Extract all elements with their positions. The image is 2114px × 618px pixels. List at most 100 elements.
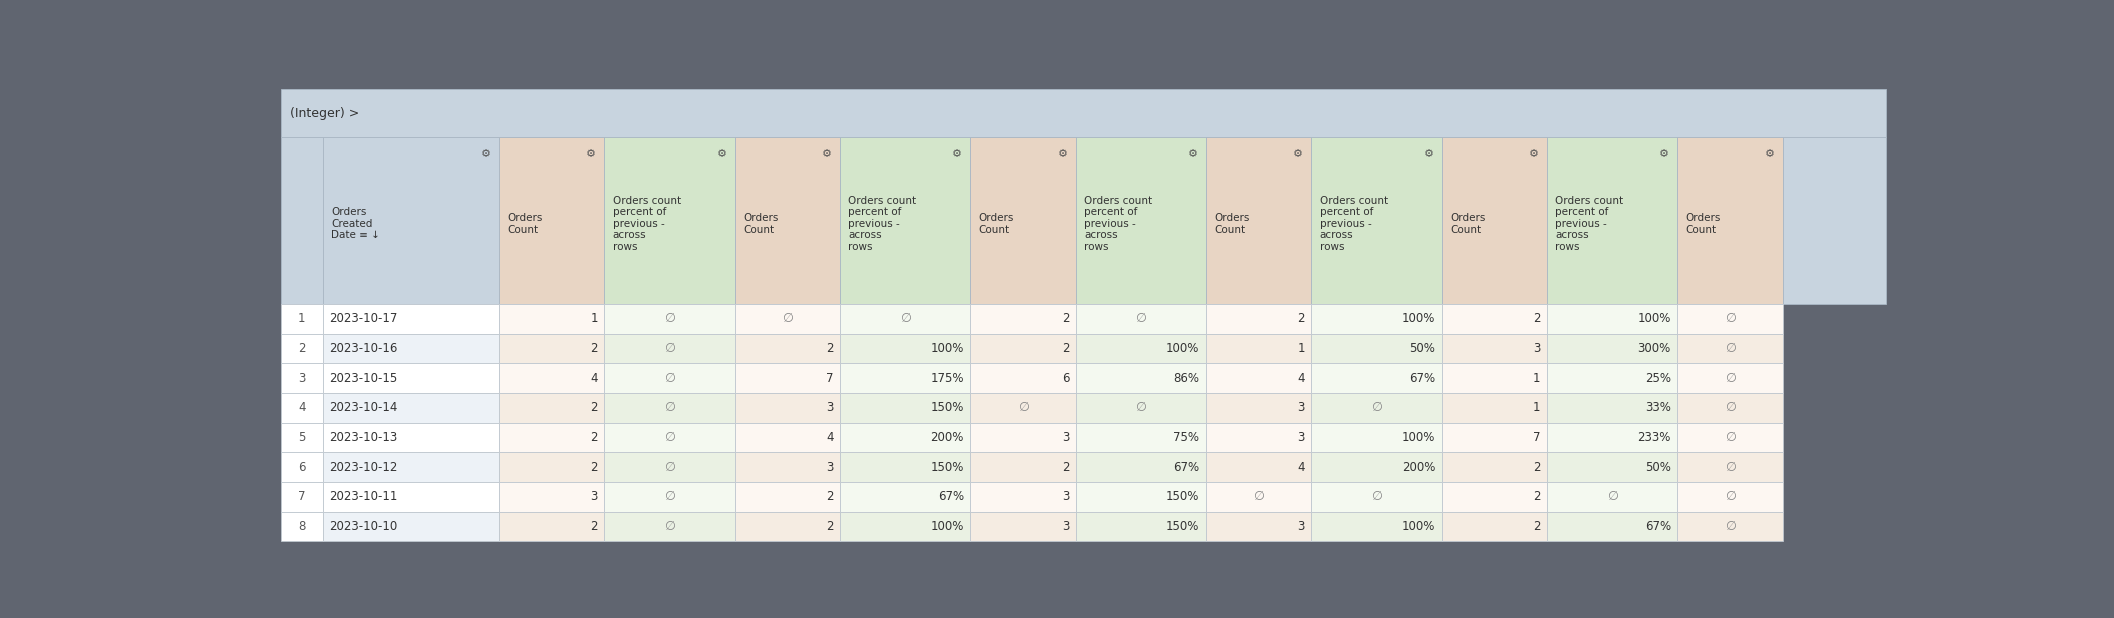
- Bar: [1207, 363, 1311, 393]
- Text: 100%: 100%: [1167, 342, 1199, 355]
- Bar: [736, 363, 839, 393]
- Bar: [281, 482, 323, 512]
- Text: ⚙: ⚙: [1188, 149, 1199, 159]
- Bar: [1311, 423, 1442, 452]
- Text: Orders
Count: Orders Count: [507, 213, 543, 235]
- Text: 7: 7: [827, 372, 833, 385]
- Bar: [839, 137, 970, 304]
- Bar: [839, 334, 970, 363]
- Bar: [281, 393, 323, 423]
- Bar: [1311, 393, 1442, 423]
- Text: ∅: ∅: [782, 313, 793, 326]
- Text: 2: 2: [590, 342, 598, 355]
- Bar: [1442, 423, 1547, 452]
- Text: ∅: ∅: [1725, 372, 1736, 385]
- Text: 2: 2: [298, 342, 304, 355]
- Text: ∅: ∅: [664, 431, 674, 444]
- Bar: [281, 452, 323, 482]
- Text: 7: 7: [298, 491, 304, 504]
- Text: 2: 2: [1533, 520, 1541, 533]
- Text: 2: 2: [1533, 461, 1541, 474]
- Bar: [281, 363, 323, 393]
- Bar: [970, 393, 1076, 423]
- Bar: [605, 452, 736, 482]
- Bar: [605, 512, 736, 541]
- Bar: [1547, 334, 1676, 363]
- Text: 5: 5: [298, 431, 304, 444]
- Bar: [1076, 482, 1207, 512]
- Bar: [1676, 452, 1782, 482]
- Bar: [499, 304, 605, 334]
- Bar: [1547, 363, 1676, 393]
- Bar: [839, 304, 970, 334]
- Text: ∅: ∅: [1372, 491, 1383, 504]
- Text: 150%: 150%: [930, 402, 964, 415]
- Text: ∅: ∅: [1725, 402, 1736, 415]
- Bar: [499, 423, 605, 452]
- Text: ∅: ∅: [664, 461, 674, 474]
- Bar: [1676, 363, 1782, 393]
- Bar: [281, 423, 323, 452]
- Text: ∅: ∅: [1725, 313, 1736, 326]
- Text: 1: 1: [1533, 372, 1541, 385]
- Bar: [1676, 512, 1782, 541]
- Text: 2: 2: [1061, 342, 1070, 355]
- Text: 4: 4: [1298, 461, 1304, 474]
- Text: 2023-10-14: 2023-10-14: [330, 402, 397, 415]
- Text: Orders
Count: Orders Count: [1213, 213, 1249, 235]
- Text: 233%: 233%: [1638, 431, 1670, 444]
- Text: ∅: ∅: [1725, 491, 1736, 504]
- Bar: [605, 423, 736, 452]
- Bar: [605, 482, 736, 512]
- Text: 6: 6: [298, 461, 304, 474]
- Text: 67%: 67%: [1410, 372, 1435, 385]
- Text: 1: 1: [1298, 342, 1304, 355]
- Text: 3: 3: [1298, 431, 1304, 444]
- Text: ∅: ∅: [1017, 402, 1030, 415]
- Text: Orders count
percent of
previous -
across
rows: Orders count percent of previous - acros…: [1084, 196, 1152, 252]
- Bar: [323, 423, 499, 452]
- Bar: [1782, 137, 1886, 304]
- Bar: [970, 304, 1076, 334]
- Text: 3: 3: [827, 461, 833, 474]
- Bar: [1207, 393, 1311, 423]
- Text: 100%: 100%: [930, 520, 964, 533]
- Bar: [605, 363, 736, 393]
- Text: ⚙: ⚙: [822, 149, 833, 159]
- Text: 6: 6: [1061, 372, 1070, 385]
- Bar: [605, 334, 736, 363]
- Text: 4: 4: [298, 402, 304, 415]
- Text: 150%: 150%: [1167, 491, 1199, 504]
- Text: ∅: ∅: [1725, 461, 1736, 474]
- Text: 25%: 25%: [1645, 372, 1670, 385]
- Text: ∅: ∅: [664, 520, 674, 533]
- Bar: [605, 304, 736, 334]
- Bar: [499, 137, 605, 304]
- Bar: [1207, 452, 1311, 482]
- Bar: [736, 482, 839, 512]
- Text: Orders count
percent of
previous -
across
rows: Orders count percent of previous - acros…: [848, 196, 915, 252]
- Text: 2: 2: [1533, 491, 1541, 504]
- Text: ⚙: ⚙: [717, 149, 727, 159]
- Bar: [1207, 334, 1311, 363]
- Text: 3: 3: [1061, 520, 1070, 533]
- Text: ∅: ∅: [664, 491, 674, 504]
- Text: 3: 3: [590, 491, 598, 504]
- Text: 100%: 100%: [1638, 313, 1670, 326]
- Bar: [499, 512, 605, 541]
- Bar: [605, 137, 736, 304]
- Bar: [323, 452, 499, 482]
- Bar: [1547, 393, 1676, 423]
- Bar: [499, 334, 605, 363]
- Bar: [1311, 334, 1442, 363]
- Text: 2023-10-15: 2023-10-15: [330, 372, 397, 385]
- Bar: [1311, 482, 1442, 512]
- Text: ∅: ∅: [664, 342, 674, 355]
- Text: 33%: 33%: [1645, 402, 1670, 415]
- Text: 2023-10-16: 2023-10-16: [330, 342, 397, 355]
- Bar: [736, 452, 839, 482]
- Text: 100%: 100%: [1402, 431, 1435, 444]
- Text: 67%: 67%: [1173, 461, 1199, 474]
- Text: 8: 8: [298, 520, 304, 533]
- Text: 50%: 50%: [1645, 461, 1670, 474]
